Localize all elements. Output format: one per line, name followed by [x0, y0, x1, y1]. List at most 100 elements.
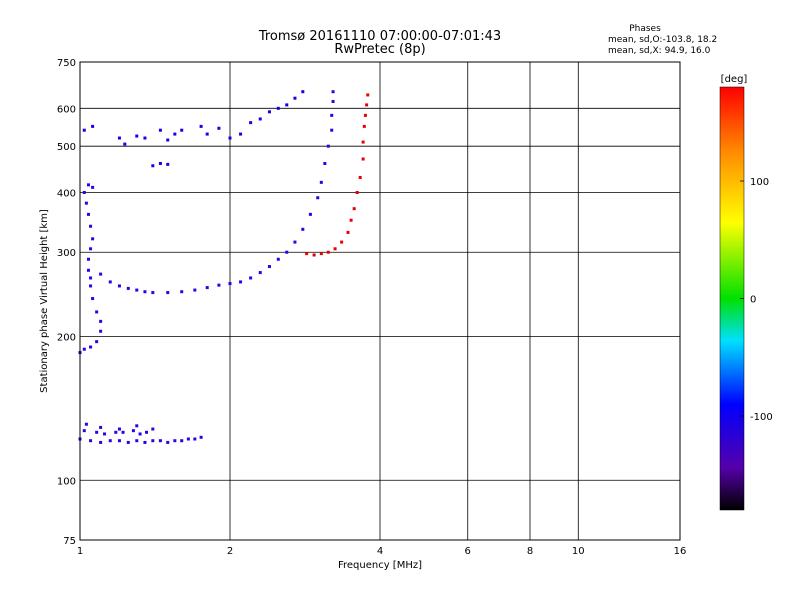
- chart-title: Tromsø 20161110 07:00:00-07:01:43: [258, 29, 501, 44]
- x-tick-label: 16: [674, 546, 687, 557]
- data-point: [123, 142, 127, 146]
- data-point: [293, 96, 297, 100]
- data-point: [99, 272, 103, 276]
- data-point: [361, 157, 365, 161]
- data-point: [86, 257, 90, 261]
- data-point: [151, 439, 155, 443]
- stats-title: Phases: [629, 24, 661, 34]
- data-point: [267, 265, 271, 269]
- y-tick-label: 500: [57, 142, 76, 153]
- data-point: [151, 291, 155, 295]
- data-point: [145, 430, 149, 434]
- data-point: [249, 121, 253, 125]
- data-point: [293, 240, 297, 244]
- data-point: [135, 439, 139, 443]
- data-point: [326, 144, 330, 148]
- data-point: [305, 252, 309, 256]
- data-point: [205, 286, 209, 290]
- data-point: [285, 103, 289, 107]
- data-point: [82, 347, 86, 351]
- data-point: [126, 286, 130, 290]
- colorbar-ticks: 100 0 -100: [740, 177, 773, 423]
- data-point: [121, 430, 125, 434]
- data-point: [331, 100, 335, 104]
- data-point: [333, 247, 337, 251]
- data-point: [117, 427, 121, 431]
- data-point: [267, 110, 271, 114]
- data-point: [180, 439, 184, 443]
- data-point: [99, 319, 103, 323]
- data-point: [131, 429, 135, 433]
- y-tick-label: 200: [57, 332, 76, 343]
- data-point: [205, 132, 209, 136]
- data-point: [193, 437, 197, 441]
- data-point: [84, 201, 88, 205]
- data-point: [95, 340, 99, 344]
- colorbar-tick-label: 100: [750, 177, 769, 188]
- data-point: [249, 276, 253, 280]
- y-tick-label: 300: [57, 248, 76, 259]
- data-point: [352, 207, 356, 211]
- data-point: [117, 439, 121, 443]
- data-point: [89, 224, 93, 228]
- data-point: [99, 425, 103, 429]
- data-point: [301, 90, 305, 94]
- data-points: [78, 90, 370, 444]
- y-tick-label: 750: [57, 58, 76, 69]
- data-point: [166, 291, 170, 295]
- data-point: [217, 126, 221, 130]
- data-point: [82, 429, 86, 433]
- x-axis-ticks: 1 2 4 6 8 10 16: [77, 546, 687, 557]
- data-point: [108, 439, 112, 443]
- data-point: [316, 196, 320, 200]
- data-point: [217, 283, 221, 287]
- x-axis-label: Frequency [MHz]: [338, 560, 422, 571]
- colorbar-tick-label: 0: [750, 295, 756, 306]
- data-point: [95, 430, 99, 434]
- data-point: [89, 276, 93, 280]
- data-point: [276, 106, 280, 110]
- data-point: [173, 439, 177, 443]
- data-point: [143, 440, 147, 444]
- data-point: [312, 253, 316, 257]
- data-point: [193, 288, 197, 292]
- y-tick-label: 600: [57, 104, 76, 115]
- y-tick-label: 400: [57, 188, 76, 199]
- data-point: [117, 284, 121, 288]
- x-tick-label: 2: [227, 546, 233, 557]
- data-point: [86, 212, 90, 216]
- data-point: [340, 240, 344, 244]
- data-point: [143, 136, 147, 140]
- data-point: [166, 440, 170, 444]
- x-tick-label: 8: [527, 546, 533, 557]
- data-point: [258, 117, 262, 121]
- data-point: [158, 161, 162, 165]
- data-point: [180, 290, 184, 294]
- y-tick-label: 75: [63, 536, 76, 547]
- data-point: [349, 218, 353, 222]
- data-point: [86, 183, 90, 187]
- data-point: [86, 268, 90, 272]
- data-point: [84, 422, 88, 426]
- data-point: [186, 437, 190, 441]
- data-point: [363, 113, 367, 117]
- stats-line-o: mean, sd,O:-103.8, 18.2: [608, 35, 717, 45]
- stats-line-x: mean, sd,X: 94.9, 16.0: [608, 46, 711, 56]
- data-point: [358, 175, 362, 179]
- colorbar-tick-label: -100: [750, 412, 773, 423]
- data-point: [319, 180, 323, 184]
- data-point: [91, 124, 95, 128]
- data-point: [228, 136, 232, 140]
- data-point: [346, 230, 350, 234]
- data-point: [276, 257, 280, 261]
- data-point: [103, 432, 107, 436]
- chart-subtitle: RwPretec (8p): [334, 42, 425, 57]
- data-point: [158, 439, 162, 443]
- x-tick-label: 10: [572, 546, 585, 557]
- data-point: [173, 132, 177, 136]
- data-point: [166, 138, 170, 142]
- data-point: [89, 284, 93, 288]
- data-point: [158, 128, 162, 132]
- data-point: [326, 250, 330, 254]
